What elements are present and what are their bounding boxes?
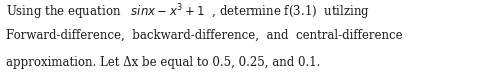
Text: Forward-difference,  backward-difference,  and  central-difference: Forward-difference, backward-difference,… — [6, 29, 403, 42]
Text: Using the equation   $\mathit{sin}x - x^{3} + 1$  , determine f(3.1)  utilzing: Using the equation $\mathit{sin}x - x^{3… — [6, 2, 370, 22]
Text: approximation. Let Δx be equal to 0.5, 0.25, and 0.1.: approximation. Let Δx be equal to 0.5, 0… — [6, 56, 320, 69]
